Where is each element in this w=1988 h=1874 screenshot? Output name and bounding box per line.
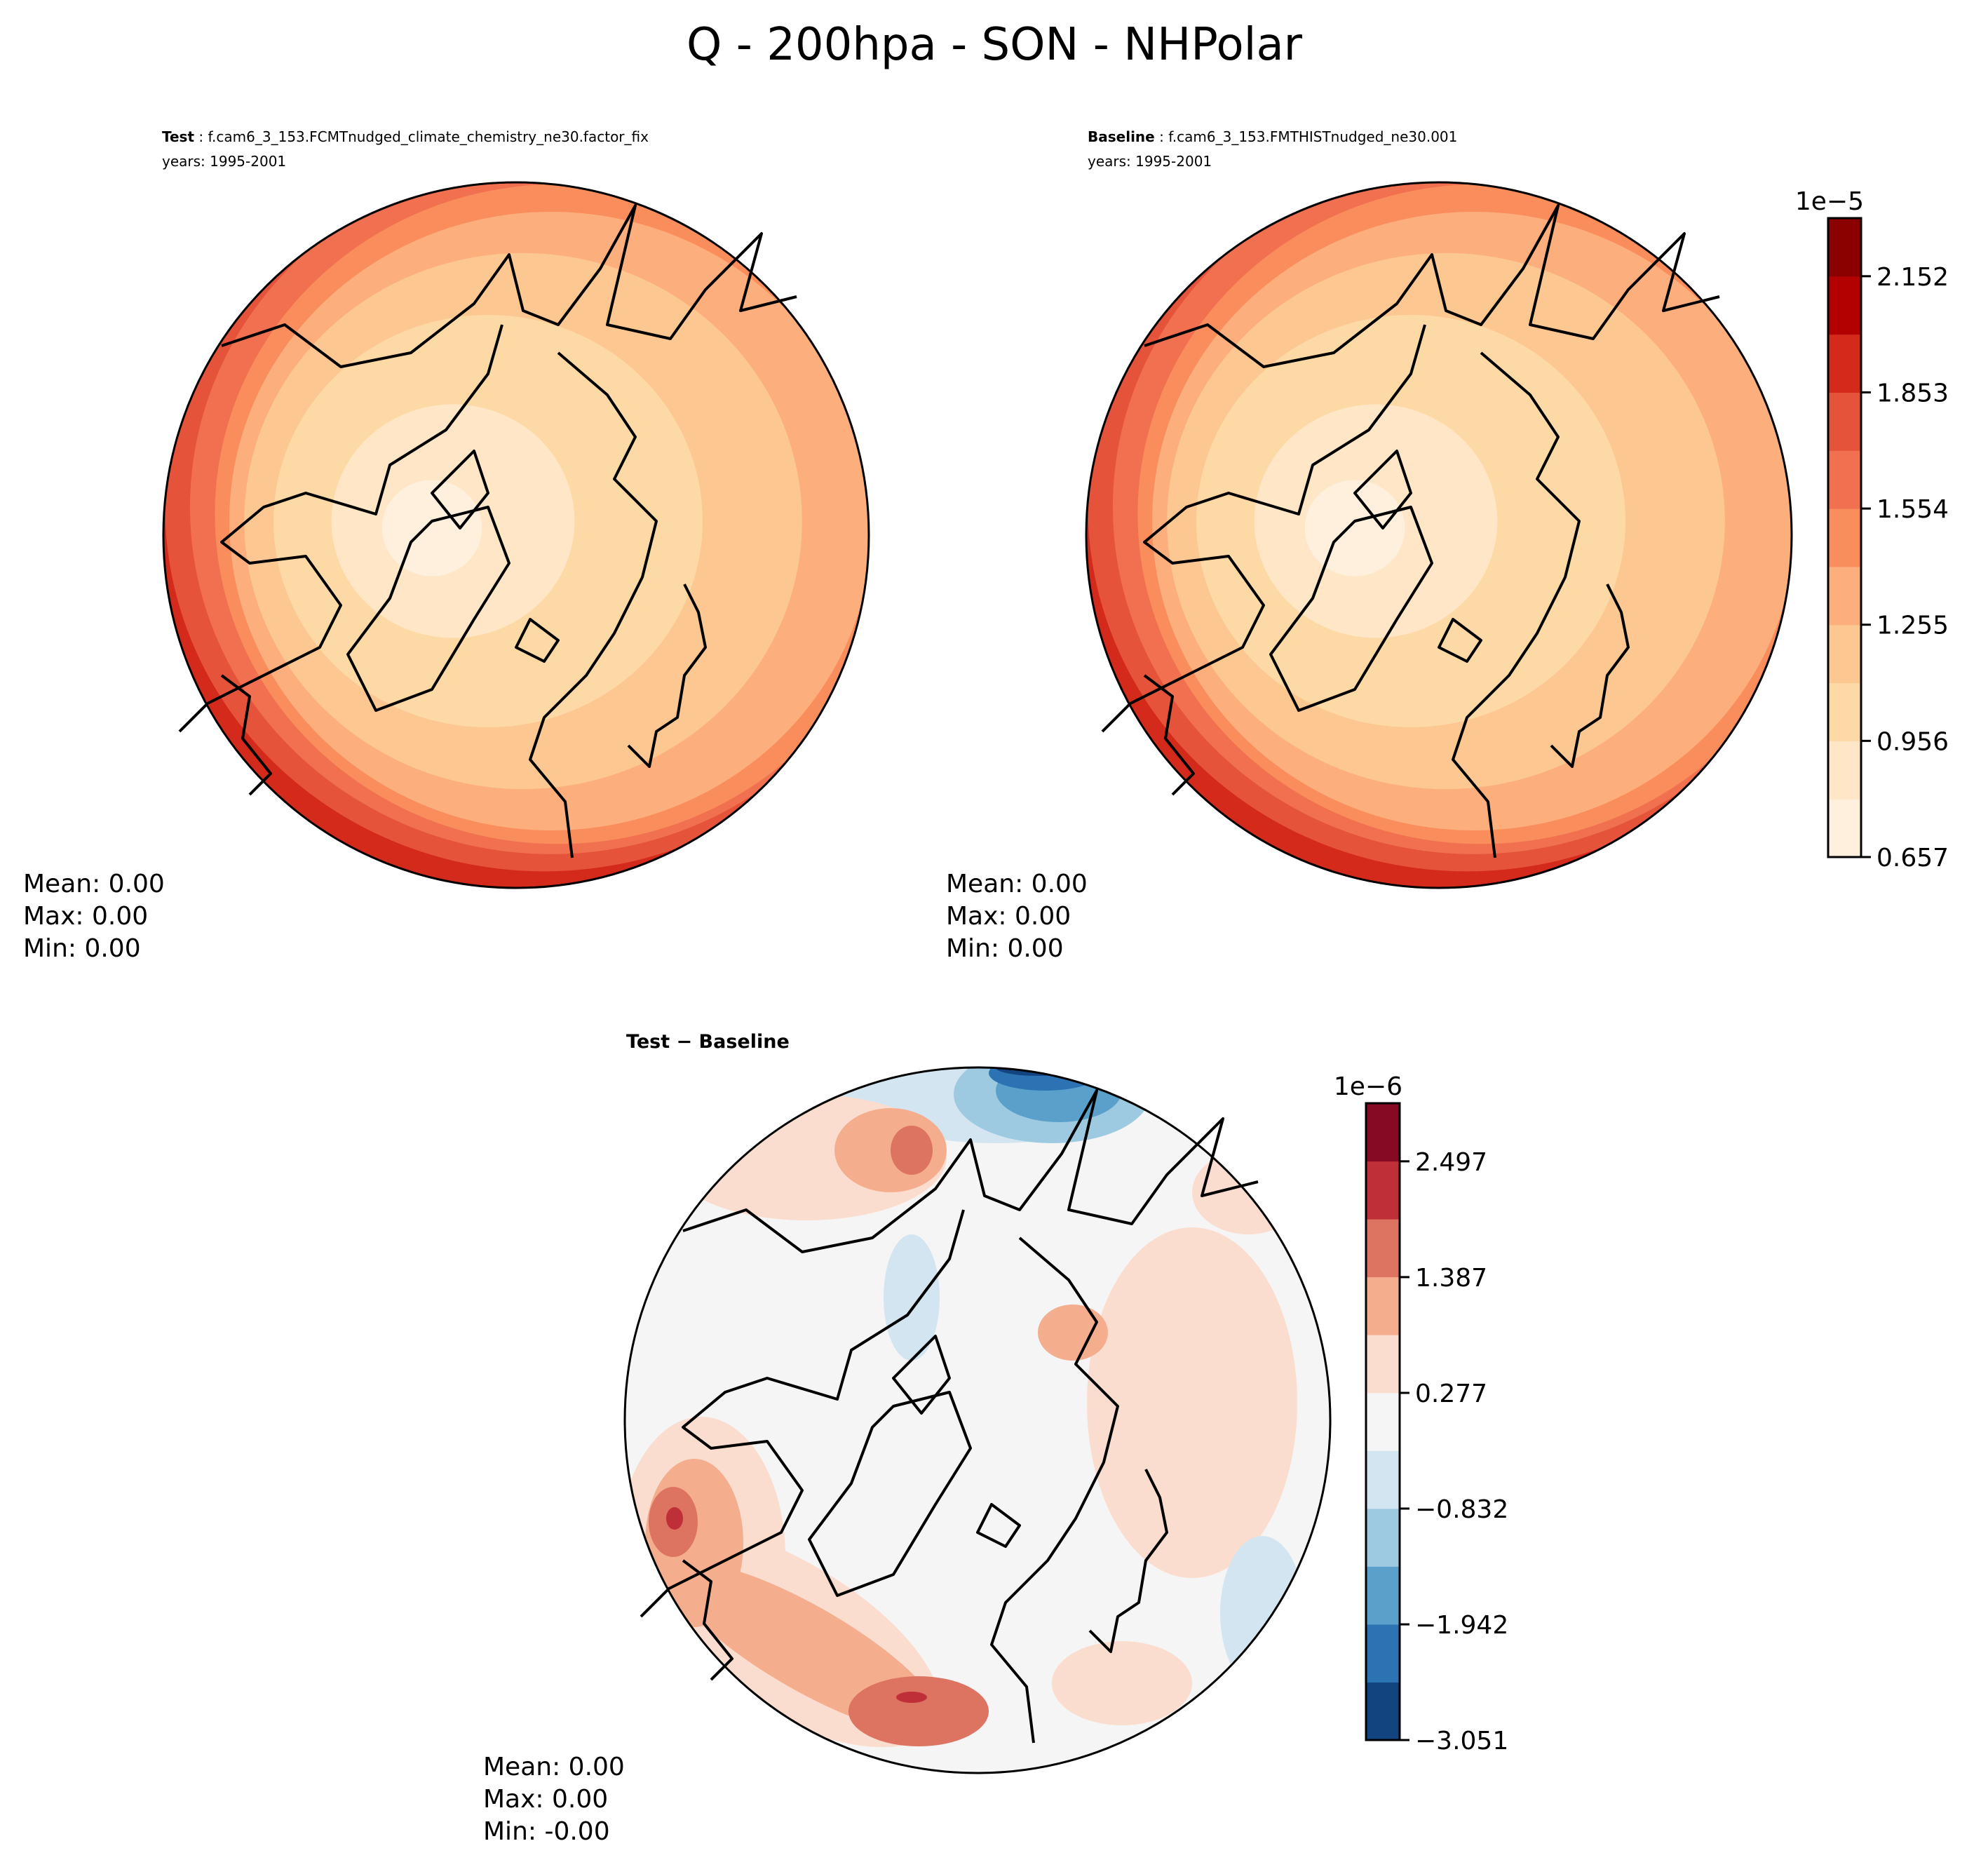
colorbar-level [1828,218,1861,277]
colorbar-level [1366,1276,1400,1335]
difference-min: Min: -0.00 [483,1817,610,1846]
panel-test-years: years: 1995-2001 [162,153,286,170]
test-map-boundary [162,181,870,889]
panel-difference: Test − Baseline [483,1031,1332,1846]
colorbar-level [1366,1566,1400,1625]
colorbar-level [1366,1335,1400,1394]
colorbar-tick-label: 1.255 [1877,612,1949,640]
colorbar-tick-label: −0.832 [1415,1495,1508,1524]
colorbar-tick-label: 0.277 [1415,1380,1487,1408]
test-map-field [163,182,869,888]
colorbar-outline [1827,217,1862,858]
panel-baseline-years: years: 1995-2001 [1088,153,1212,170]
colorbar-level [1828,624,1861,684]
difference-mean: Mean: 0.00 [483,1753,625,1781]
colorbar-tick-label: 1.387 [1415,1264,1487,1293]
colorbar-tick-label: 0.657 [1877,844,1949,872]
colorbar-level [1828,334,1861,393]
panel-baseline-title: Baseline : f.cam6_3_153.FMTHISTnudged_ne… [1088,128,1457,145]
colorbar-level [1828,741,1861,800]
colorbar-level [1366,1161,1400,1220]
baseline-map-boundary [1085,181,1793,889]
colorbar-level [1366,1624,1400,1683]
difference-map-boundary [623,1066,1332,1774]
test-max: Max: 0.00 [23,902,148,931]
colorbar-level [1828,508,1861,567]
colorbar-level [1828,450,1861,509]
baseline-mean: Mean: 0.00 [946,870,1088,898]
panel-test-title: Test : f.cam6_3_153.FCMTnudged_climate_c… [162,128,649,145]
colorbar-level [1366,1392,1400,1451]
colorbar-scale-label: 1e−6 [1334,1072,1402,1101]
colorbar-level [1366,1508,1400,1567]
colorbar-tick-label: 2.497 [1415,1148,1487,1177]
figure-title: Q - 200hpa - SON - NHPolar [687,19,1303,71]
colorbar-tick-label: −3.051 [1415,1727,1508,1755]
colorbar-level [1828,276,1861,335]
colorbar-difference: −3.051 −1.942 −0.832 0.277 1.387 2.497 1e−6 [1334,1072,1508,1755]
colorbar-tick-label: 1.853 [1877,379,1949,407]
panel-test: Test : f.cam6_3_153.FCMTnudged_climate_c… [23,128,870,963]
colorbar-level [1366,1682,1400,1741]
difference-max: Max: 0.00 [483,1785,608,1814]
colorbar-tick-label: 1.554 [1877,495,1949,524]
colorbar-test-baseline: 0.657 0.956 1.255 1.554 1.853 2.152 1e−5 [1795,187,1949,872]
colorbar-outline [1365,1102,1401,1741]
test-mean: Mean: 0.00 [23,870,165,898]
panel-baseline: Baseline : f.cam6_3_153.FMTHISTnudged_ne… [946,128,1793,963]
colorbar-level [1366,1450,1400,1509]
colorbar-tick-label: 0.956 [1877,727,1949,756]
baseline-max: Max: 0.00 [946,902,1071,931]
colorbar-level [1366,1219,1400,1278]
colorbar-level [1366,1103,1400,1162]
colorbar-level [1828,392,1861,451]
colorbar-scale-label: 1e−5 [1795,187,1864,216]
test-min: Min: 0.00 [23,934,141,963]
baseline-min: Min: 0.00 [946,934,1064,963]
colorbar-level [1828,799,1861,858]
colorbar-tick-label: 2.152 [1877,263,1949,292]
panel-difference-title: Test − Baseline [626,1031,790,1053]
colorbar-tick-label: −1.942 [1415,1611,1508,1640]
colorbar-level [1828,566,1861,626]
baseline-map-field [1086,182,1792,888]
colorbar-level [1828,682,1861,741]
